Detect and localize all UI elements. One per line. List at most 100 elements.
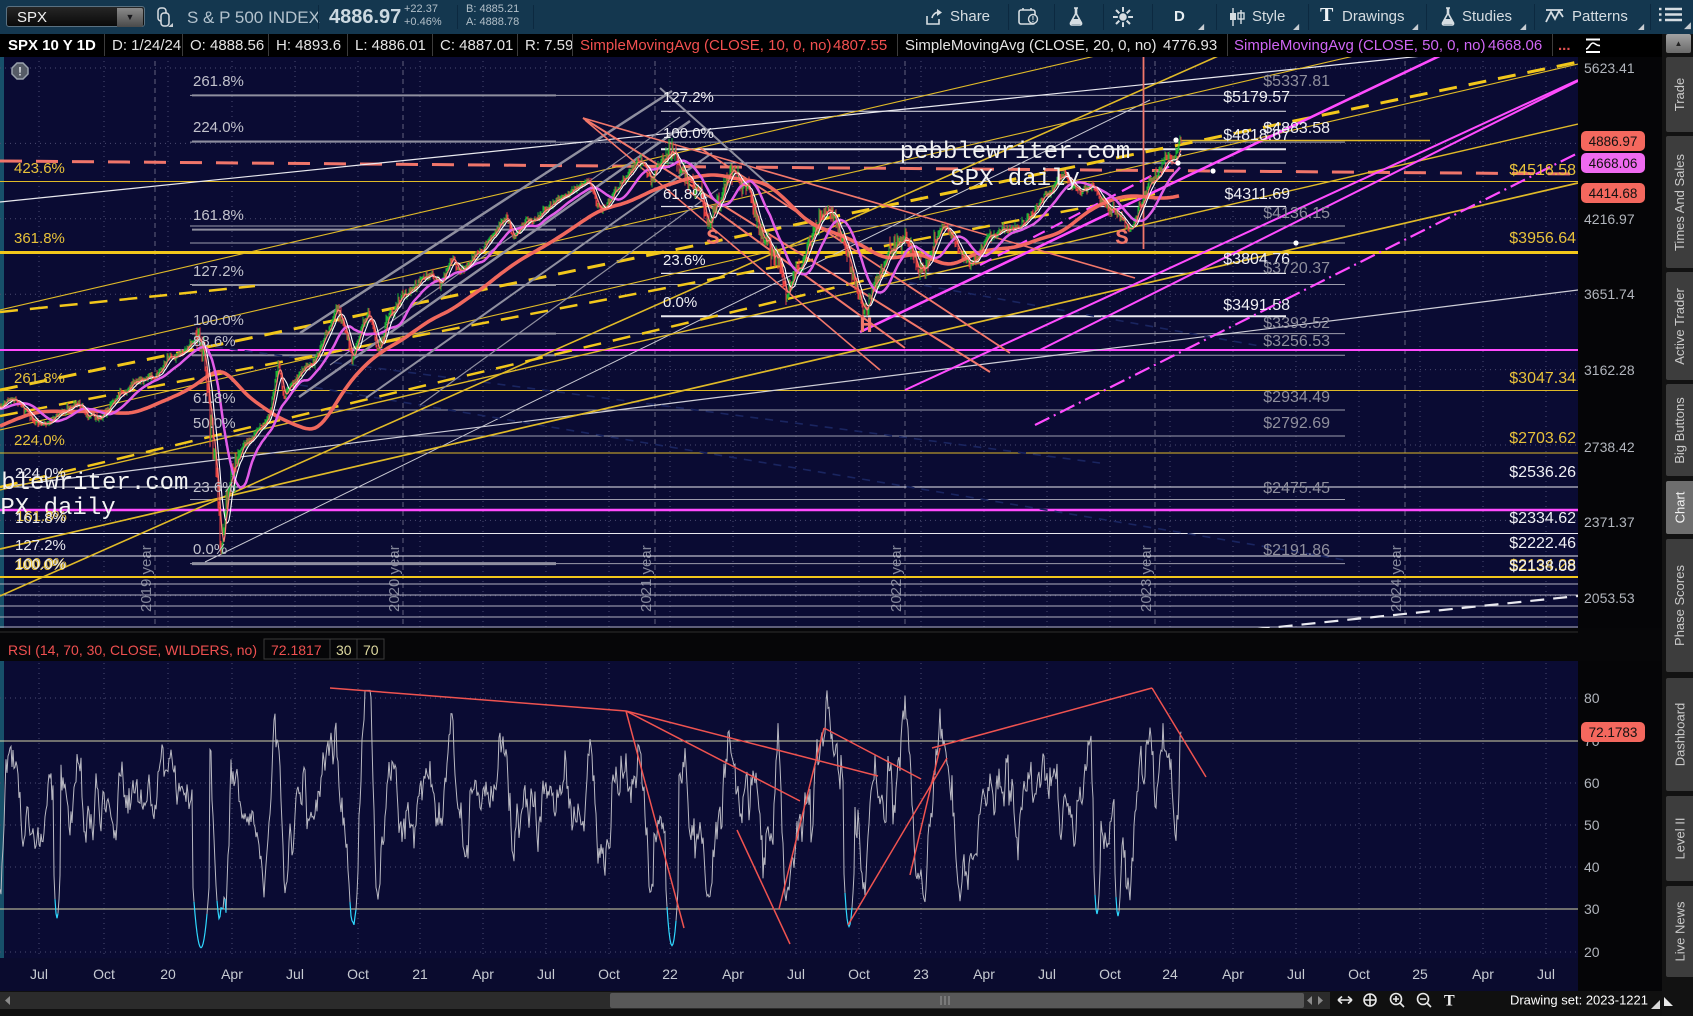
svg-text:S: S xyxy=(706,226,719,251)
svg-text:224.0%: 224.0% xyxy=(14,432,65,449)
svg-text:Jul: Jul xyxy=(1038,966,1056,982)
svg-text:40: 40 xyxy=(1584,859,1600,875)
svg-text:25: 25 xyxy=(1412,966,1428,982)
svg-text:23.6%: 23.6% xyxy=(193,479,236,496)
svg-text:Jul: Jul xyxy=(286,966,304,982)
svg-text:423.6%: 423.6% xyxy=(14,160,65,177)
svg-text:3162.28: 3162.28 xyxy=(1584,362,1635,378)
svg-text:$3956.64: $3956.64 xyxy=(1509,230,1576,247)
svg-text:3651.74: 3651.74 xyxy=(1584,286,1635,302)
svg-text:50.0%: 50.0% xyxy=(193,415,236,432)
svg-text:5623.41: 5623.41 xyxy=(1584,60,1635,76)
svg-text:4668.06: 4668.06 xyxy=(1589,156,1638,171)
svg-text:$3804.76: $3804.76 xyxy=(1223,251,1290,268)
svg-text:261.8%: 261.8% xyxy=(14,370,65,387)
svg-text:H: H xyxy=(859,314,872,339)
svg-text:$2475.45: $2475.45 xyxy=(1263,480,1330,497)
svg-text:$3720.37: $3720.37 xyxy=(1263,260,1330,277)
svg-text:61.8%: 61.8% xyxy=(663,186,706,203)
svg-text:61.8%: 61.8% xyxy=(193,390,236,407)
svg-text:RSI (14, 70, 30, CLOSE, WILDER: RSI (14, 70, 30, CLOSE, WILDERS, no) xyxy=(8,642,257,658)
svg-text:SPX daily: SPX daily xyxy=(0,495,116,522)
svg-text:30: 30 xyxy=(1584,901,1600,917)
svg-text:$4136.15: $4136.15 xyxy=(1263,205,1330,222)
svg-text:224.0%: 224.0% xyxy=(15,465,66,482)
svg-text:Apr: Apr xyxy=(1472,966,1494,982)
svg-text:100.0%: 100.0% xyxy=(15,556,66,573)
svg-text:361.8%: 361.8% xyxy=(14,230,65,247)
svg-text:72.1783: 72.1783 xyxy=(1589,725,1638,740)
svg-text:70: 70 xyxy=(363,642,379,658)
svg-text:$2222.46: $2222.46 xyxy=(1509,535,1576,552)
svg-text:Oct: Oct xyxy=(1099,966,1121,982)
svg-text:88.6%: 88.6% xyxy=(193,333,236,350)
svg-text:$5179.57: $5179.57 xyxy=(1223,89,1290,106)
svg-text:22: 22 xyxy=(662,966,678,982)
svg-text:$2703.62: $2703.62 xyxy=(1509,430,1576,447)
svg-text:20: 20 xyxy=(1584,944,1600,960)
svg-text:Jul: Jul xyxy=(787,966,805,982)
svg-text:Oct: Oct xyxy=(93,966,115,982)
svg-text:$4518.58: $4518.58 xyxy=(1509,162,1576,179)
svg-text:100.0%: 100.0% xyxy=(16,555,67,572)
svg-text:$2134.28: $2134.28 xyxy=(1509,557,1576,574)
svg-text:2738.42: 2738.42 xyxy=(1584,439,1635,455)
svg-text:30: 30 xyxy=(336,642,352,658)
svg-text:20: 20 xyxy=(160,966,176,982)
svg-text:50: 50 xyxy=(1584,817,1600,833)
svg-text:Drawing set: 2023-1221: Drawing set: 2023-1221 xyxy=(1510,993,1648,1008)
svg-text:2020 year: 2020 year xyxy=(386,545,403,612)
svg-text:2022 year: 2022 year xyxy=(888,545,905,612)
svg-text:4216.97: 4216.97 xyxy=(1584,211,1635,227)
svg-text:$3047.34: $3047.34 xyxy=(1509,370,1576,387)
svg-text:224.0%: 224.0% xyxy=(193,119,244,136)
svg-text:$4818.67: $4818.67 xyxy=(1223,127,1290,144)
svg-text:100.0%: 100.0% xyxy=(193,312,244,329)
svg-text:161.8%: 161.8% xyxy=(15,510,66,527)
svg-text:$3491.58: $3491.58 xyxy=(1223,297,1290,314)
svg-text:Oct: Oct xyxy=(1348,966,1370,982)
svg-text:Apr: Apr xyxy=(221,966,243,982)
svg-text:pebblewriter.com: pebblewriter.com xyxy=(900,139,1130,166)
svg-text:2023 year: 2023 year xyxy=(1138,545,1155,612)
svg-text:Jul: Jul xyxy=(537,966,555,982)
svg-text:S: S xyxy=(1115,226,1128,251)
svg-text:161.8%: 161.8% xyxy=(16,508,67,525)
svg-text:60: 60 xyxy=(1584,775,1600,791)
svg-text:!: ! xyxy=(1032,15,1035,24)
svg-text:$2191.86: $2191.86 xyxy=(1263,542,1330,559)
svg-text:$2138.08: $2138.08 xyxy=(1509,558,1576,575)
svg-text:Jul: Jul xyxy=(1287,966,1305,982)
svg-text:23: 23 xyxy=(913,966,929,982)
svg-text:0.0%: 0.0% xyxy=(193,541,227,558)
svg-text:127.2%: 127.2% xyxy=(193,263,244,280)
svg-text:21: 21 xyxy=(412,966,428,982)
svg-text:$2792.69: $2792.69 xyxy=(1263,415,1330,432)
svg-text:72.1817: 72.1817 xyxy=(271,642,322,658)
svg-text:Oct: Oct xyxy=(347,966,369,982)
svg-text:Oct: Oct xyxy=(598,966,620,982)
svg-text:Apr: Apr xyxy=(973,966,995,982)
svg-text:Jul: Jul xyxy=(1537,966,1555,982)
svg-text:127.2%: 127.2% xyxy=(15,537,66,554)
svg-text:$3393.52: $3393.52 xyxy=(1263,315,1330,332)
svg-text:100.0%: 100.0% xyxy=(14,557,65,574)
svg-text:Jul: Jul xyxy=(30,966,48,982)
svg-text:$5337.81: $5337.81 xyxy=(1263,73,1330,90)
svg-text:4414.68: 4414.68 xyxy=(1589,186,1638,201)
svg-text:Apr: Apr xyxy=(1222,966,1244,982)
svg-text:100.0%: 100.0% xyxy=(663,125,714,142)
svg-text:$4311.69: $4311.69 xyxy=(1224,186,1290,203)
svg-text:!: ! xyxy=(18,65,22,79)
svg-text:pebblewriter.com: pebblewriter.com xyxy=(0,470,188,497)
svg-text:$4883.58: $4883.58 xyxy=(1263,120,1330,137)
svg-text:161.8%: 161.8% xyxy=(193,207,244,224)
svg-text:24: 24 xyxy=(1162,966,1178,982)
svg-text:T: T xyxy=(1444,993,1455,1010)
svg-text:2019 year: 2019 year xyxy=(138,545,155,612)
svg-text:0.0%: 0.0% xyxy=(663,294,697,311)
svg-text:261.8%: 261.8% xyxy=(193,73,244,90)
svg-text:$2934.49: $2934.49 xyxy=(1263,389,1330,406)
svg-text:$2334.62: $2334.62 xyxy=(1509,510,1576,527)
svg-text:127.2%: 127.2% xyxy=(663,89,714,106)
